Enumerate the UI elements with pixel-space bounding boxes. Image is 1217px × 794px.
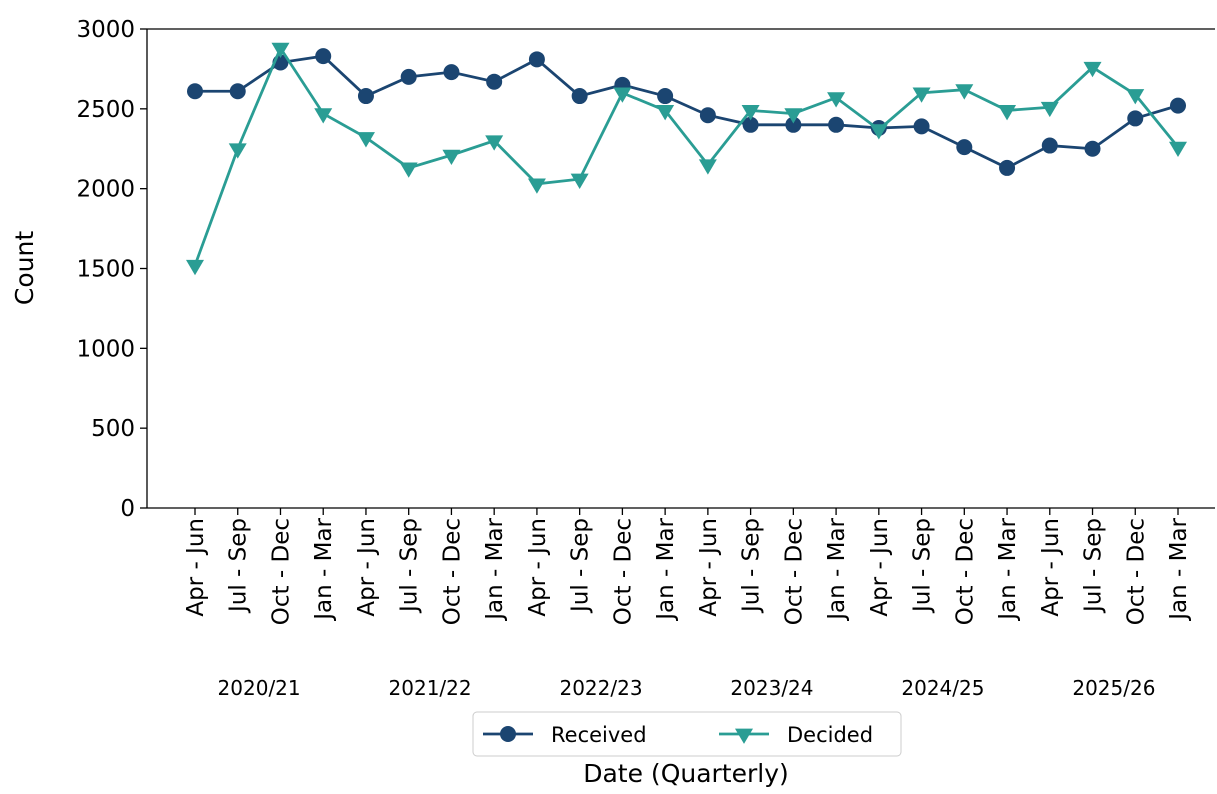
group-label: 2020/21 xyxy=(218,676,301,700)
y-tick-label: 500 xyxy=(91,416,135,442)
legend-label: Received xyxy=(551,723,647,747)
point xyxy=(1169,141,1187,158)
point xyxy=(999,159,1016,176)
point xyxy=(785,116,802,133)
group-label: 2025/26 xyxy=(1072,676,1155,700)
point xyxy=(570,173,589,189)
point xyxy=(442,149,461,166)
point xyxy=(315,48,332,65)
x-tick-label: Oct - Dec xyxy=(1123,518,1149,625)
point xyxy=(229,83,246,100)
point xyxy=(699,107,716,124)
point xyxy=(527,178,546,194)
point xyxy=(912,87,931,103)
y-axis-label: Count xyxy=(10,231,39,305)
legend-box xyxy=(472,711,902,757)
x-axis-label: Date (Quarterly) xyxy=(583,759,789,788)
x-tick-label: Oct - Dec xyxy=(781,518,807,625)
point xyxy=(400,68,417,85)
y-tick-label: 0 xyxy=(120,496,135,522)
group-label: 2023/24 xyxy=(730,676,813,700)
point xyxy=(698,159,717,175)
point xyxy=(1041,137,1058,154)
point xyxy=(528,51,545,68)
x-tick-label: Apr - Jun xyxy=(354,518,380,617)
point xyxy=(613,87,632,103)
x-tick-label: Oct - Dec xyxy=(610,518,636,625)
point xyxy=(1040,101,1059,118)
y-tick-label: 2500 xyxy=(76,97,135,123)
point xyxy=(657,88,674,105)
point xyxy=(955,84,974,100)
point xyxy=(485,135,504,151)
point xyxy=(1126,89,1145,105)
x-tick-label: Apr - Jun xyxy=(867,518,893,617)
x-tick-label: Jul - Sep xyxy=(568,518,594,614)
point xyxy=(742,116,759,133)
point xyxy=(443,64,460,81)
point xyxy=(314,108,333,124)
x-tick-label: Apr - Jun xyxy=(696,518,722,617)
legend-label: Decided xyxy=(787,723,873,747)
legend-marker xyxy=(500,726,516,742)
x-tick-label: Oct - Dec xyxy=(268,518,294,625)
point xyxy=(356,132,375,148)
x-tick-label: Jan - Mar xyxy=(311,517,337,621)
point xyxy=(486,73,503,90)
x-tick-label: Jul - Sep xyxy=(910,518,936,614)
x-tick-label: Apr - Jun xyxy=(183,518,209,617)
point xyxy=(1127,110,1144,127)
point xyxy=(571,88,588,105)
point xyxy=(271,42,290,59)
legend-marker xyxy=(735,728,753,744)
point xyxy=(956,139,973,156)
x-tick-label: Jan - Mar xyxy=(1166,517,1192,621)
point xyxy=(399,162,418,178)
group-label: 2024/25 xyxy=(901,676,984,700)
x-tick-label: Jan - Mar xyxy=(482,517,508,621)
y-tick-label: 1000 xyxy=(76,336,135,362)
x-tick-label: Apr - Jun xyxy=(1038,518,1064,617)
y-tick-label: 2000 xyxy=(76,177,135,203)
point xyxy=(827,92,846,108)
group-label: 2022/23 xyxy=(559,676,642,700)
point xyxy=(1083,61,1102,78)
point xyxy=(1084,140,1101,157)
point xyxy=(187,83,203,100)
x-tick-label: Oct - Dec xyxy=(952,518,978,625)
point xyxy=(656,105,675,121)
point xyxy=(913,118,930,135)
x-tick-label: Jan - Mar xyxy=(995,517,1021,621)
point xyxy=(784,108,803,124)
y-tick-label: 1500 xyxy=(76,257,135,283)
x-tick-label: Oct - Dec xyxy=(439,518,465,625)
point xyxy=(741,105,760,121)
x-tick-label: Jan - Mar xyxy=(824,517,850,621)
point xyxy=(186,259,204,276)
point xyxy=(869,124,888,140)
point xyxy=(998,105,1017,121)
x-tick-label: Jul - Sep xyxy=(397,518,423,614)
point xyxy=(828,116,845,133)
series-line xyxy=(195,54,1179,170)
x-tick-label: Apr - Jun xyxy=(525,518,551,617)
point xyxy=(228,143,247,159)
x-tick-label: Jul - Sep xyxy=(226,518,252,614)
point xyxy=(357,88,374,105)
group-label: 2021/22 xyxy=(389,676,472,700)
x-tick-label: Jul - Sep xyxy=(739,518,765,614)
x-tick-label: Jul - Sep xyxy=(1081,518,1107,614)
x-tick-label: Jan - Mar xyxy=(653,517,679,621)
y-tick-label: 3000 xyxy=(76,17,135,43)
point xyxy=(1170,97,1186,114)
